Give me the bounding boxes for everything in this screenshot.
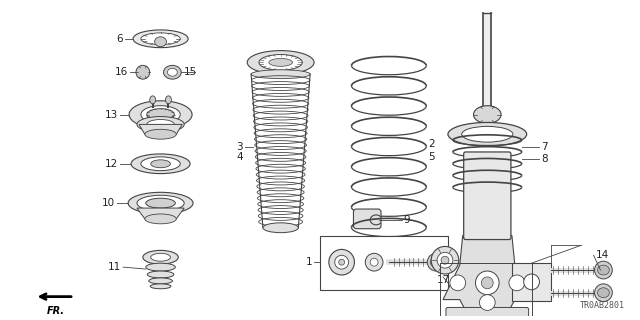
Ellipse shape bbox=[146, 263, 175, 271]
Circle shape bbox=[524, 274, 540, 290]
Ellipse shape bbox=[259, 54, 302, 70]
Ellipse shape bbox=[128, 192, 193, 214]
Ellipse shape bbox=[151, 253, 170, 261]
Text: 7: 7 bbox=[541, 142, 548, 152]
Ellipse shape bbox=[598, 265, 609, 275]
Ellipse shape bbox=[166, 96, 172, 104]
Ellipse shape bbox=[131, 154, 190, 174]
Ellipse shape bbox=[141, 106, 180, 124]
Ellipse shape bbox=[151, 160, 170, 168]
FancyBboxPatch shape bbox=[512, 263, 551, 300]
Ellipse shape bbox=[129, 101, 192, 128]
Text: 6: 6 bbox=[116, 34, 123, 44]
Ellipse shape bbox=[150, 284, 171, 289]
Text: 13: 13 bbox=[105, 109, 118, 120]
Ellipse shape bbox=[155, 37, 166, 47]
FancyBboxPatch shape bbox=[320, 236, 448, 290]
Circle shape bbox=[441, 256, 449, 264]
Ellipse shape bbox=[136, 65, 150, 79]
Ellipse shape bbox=[461, 126, 513, 142]
Ellipse shape bbox=[137, 195, 184, 211]
Ellipse shape bbox=[141, 157, 180, 171]
Ellipse shape bbox=[474, 106, 501, 124]
Text: FR.: FR. bbox=[47, 307, 65, 316]
Text: 4: 4 bbox=[237, 152, 243, 162]
Ellipse shape bbox=[598, 288, 609, 298]
Polygon shape bbox=[137, 208, 184, 219]
Ellipse shape bbox=[133, 30, 188, 48]
Text: 11: 11 bbox=[108, 262, 121, 272]
Circle shape bbox=[476, 271, 499, 295]
Ellipse shape bbox=[448, 123, 527, 146]
FancyBboxPatch shape bbox=[353, 209, 381, 229]
Text: 17: 17 bbox=[436, 275, 450, 285]
Circle shape bbox=[479, 295, 495, 310]
Ellipse shape bbox=[145, 129, 176, 139]
Ellipse shape bbox=[150, 96, 156, 104]
Circle shape bbox=[428, 253, 445, 271]
Text: 9: 9 bbox=[404, 215, 410, 225]
Circle shape bbox=[481, 277, 493, 289]
Circle shape bbox=[595, 261, 612, 279]
Text: 8: 8 bbox=[541, 154, 548, 164]
Text: 14: 14 bbox=[596, 250, 609, 260]
Ellipse shape bbox=[146, 198, 175, 208]
Text: 2: 2 bbox=[428, 139, 435, 149]
Circle shape bbox=[450, 275, 466, 291]
Text: TR0AB2801: TR0AB2801 bbox=[580, 301, 625, 310]
Text: 15: 15 bbox=[184, 67, 197, 77]
FancyBboxPatch shape bbox=[483, 13, 492, 115]
Ellipse shape bbox=[143, 250, 179, 264]
Ellipse shape bbox=[251, 70, 310, 79]
Ellipse shape bbox=[147, 109, 174, 120]
Circle shape bbox=[595, 284, 612, 301]
Text: 10: 10 bbox=[102, 198, 115, 208]
Circle shape bbox=[431, 246, 459, 274]
Ellipse shape bbox=[263, 223, 298, 233]
Ellipse shape bbox=[148, 278, 172, 284]
Circle shape bbox=[335, 255, 349, 269]
Ellipse shape bbox=[168, 68, 177, 76]
Text: 12: 12 bbox=[105, 159, 118, 169]
Ellipse shape bbox=[141, 33, 180, 45]
Polygon shape bbox=[139, 124, 182, 134]
Circle shape bbox=[329, 249, 355, 275]
Text: 1: 1 bbox=[305, 257, 312, 267]
Circle shape bbox=[370, 258, 378, 266]
Ellipse shape bbox=[269, 59, 292, 66]
Polygon shape bbox=[443, 236, 532, 314]
Circle shape bbox=[339, 259, 344, 265]
Ellipse shape bbox=[137, 116, 184, 132]
Ellipse shape bbox=[145, 214, 176, 224]
Text: 3: 3 bbox=[237, 142, 243, 152]
Text: 16: 16 bbox=[115, 67, 128, 77]
Ellipse shape bbox=[147, 119, 174, 129]
Ellipse shape bbox=[147, 271, 174, 278]
Circle shape bbox=[365, 253, 383, 271]
Ellipse shape bbox=[247, 51, 314, 74]
Circle shape bbox=[509, 275, 525, 291]
Text: 5: 5 bbox=[428, 152, 435, 162]
Ellipse shape bbox=[430, 257, 442, 267]
Circle shape bbox=[437, 252, 453, 268]
FancyBboxPatch shape bbox=[464, 152, 511, 240]
Ellipse shape bbox=[164, 65, 181, 79]
FancyBboxPatch shape bbox=[446, 308, 529, 320]
